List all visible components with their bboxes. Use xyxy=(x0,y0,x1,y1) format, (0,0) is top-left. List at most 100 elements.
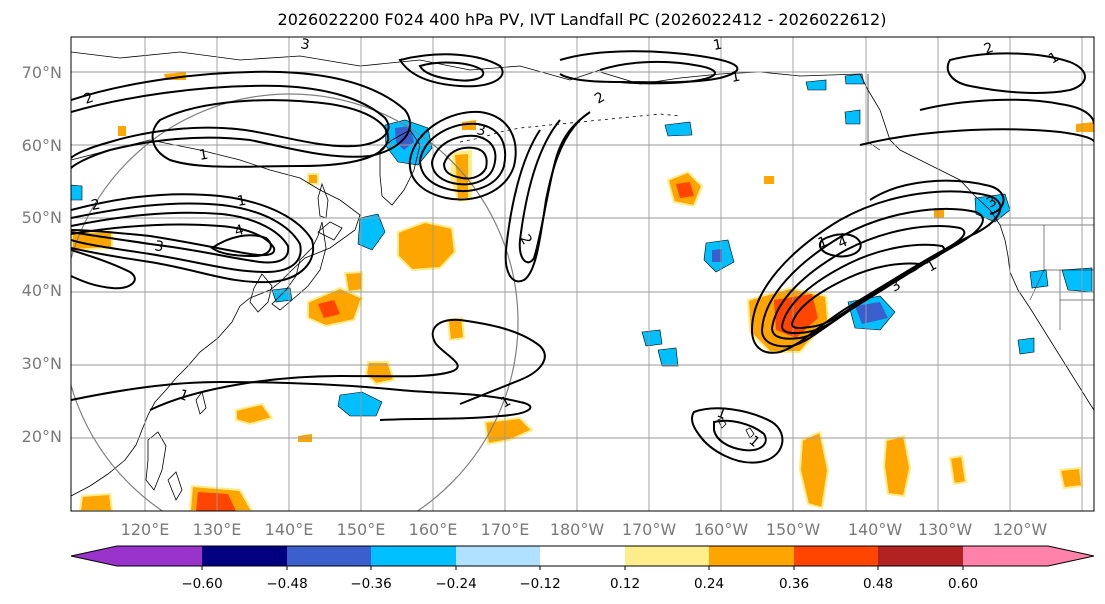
colorbar-segment xyxy=(371,546,456,566)
colorbar-segment xyxy=(625,546,709,566)
contour-label: 4 xyxy=(233,222,246,240)
positive-anomaly xyxy=(1058,466,1084,490)
colorbar-tick-label: −0.48 xyxy=(266,576,307,592)
pv-contour xyxy=(210,234,272,258)
positive-anomaly xyxy=(462,120,476,130)
negative-anomaly xyxy=(641,329,663,347)
lon-label: 140°E xyxy=(265,520,314,539)
pv-contour xyxy=(398,53,504,88)
positive-anomaly xyxy=(343,270,363,294)
coastline-hokkaido xyxy=(317,221,343,241)
lat-label: 70°N xyxy=(22,63,62,82)
colorbar-tick-label: 0.12 xyxy=(610,576,640,592)
positive-anomaly xyxy=(798,430,830,510)
contour-label: 3 xyxy=(153,238,165,255)
colorbar-outline xyxy=(70,545,1095,567)
positive-anomaly xyxy=(235,402,274,426)
coastline-island xyxy=(167,471,183,501)
lat-label: 30°N xyxy=(22,354,62,373)
coastline-north-america xyxy=(999,224,1094,411)
colorbar-tick-label: −0.36 xyxy=(350,576,391,592)
state-lines xyxy=(1029,225,1094,330)
pv-contour xyxy=(818,233,862,258)
positive-anomaly xyxy=(483,416,534,446)
lon-label: 140°W xyxy=(848,520,903,539)
negative-anomaly xyxy=(712,249,722,262)
lon-label: 120°W xyxy=(993,520,1048,539)
positive-anomaly xyxy=(934,208,944,218)
coastline-philippines xyxy=(145,431,167,491)
positive-anomaly xyxy=(196,492,236,511)
latitude-labels: 70°N 60°N 50°N 40°N 30°N 20°N xyxy=(22,63,62,446)
negative-anomaly xyxy=(844,73,865,85)
colorbar-segment xyxy=(794,546,878,566)
pv-contour xyxy=(418,122,507,192)
lon-label: 170°E xyxy=(481,520,530,539)
colorbar-ticks: −0.60 −0.48 −0.36 −0.24 −0.12 0.12 0.24 0.36 0.4… xyxy=(181,566,978,592)
contour-label: 1 xyxy=(730,69,742,86)
colorbar-tick-label: 0.60 xyxy=(948,576,978,592)
coastline-japan xyxy=(271,221,327,311)
coastline-asia xyxy=(71,139,361,497)
positive-anomaly xyxy=(364,361,396,386)
positive-anomaly xyxy=(1076,122,1094,132)
negative-anomaly xyxy=(71,184,83,201)
contour-label: 1 xyxy=(198,147,210,164)
colorbar-tick-label: 0.24 xyxy=(694,576,724,592)
coastline-korea xyxy=(249,273,273,313)
pv-contour xyxy=(71,70,411,169)
coastline-siberia xyxy=(71,51,601,81)
colorbar: −0.60 −0.48 −0.36 −0.24 −0.12 0.12 0.24 0.36 0.4… xyxy=(70,545,1095,592)
positive-anomaly xyxy=(764,176,774,184)
coastline-taiwan xyxy=(195,391,207,415)
colorbar-extend-max xyxy=(1048,546,1094,566)
pv-contour xyxy=(408,110,517,201)
pv-contour xyxy=(599,60,716,85)
pv-contour xyxy=(71,223,276,257)
positive-anomaly xyxy=(455,154,468,198)
positive-anomaly xyxy=(446,316,466,342)
negative-anomaly xyxy=(1017,337,1035,355)
coastline-kamchatka xyxy=(379,129,421,206)
contour-label: 3 xyxy=(475,122,487,139)
negative-anomaly xyxy=(337,391,383,417)
colorbar-segment xyxy=(963,546,1048,566)
colorbar-segment xyxy=(878,546,963,566)
lon-label: 180°W xyxy=(550,520,605,539)
coastline-alaska xyxy=(599,71,1001,226)
figure-title: 2026022200 F024 400 hPa PV, IVT Landfall… xyxy=(278,10,887,29)
positive-anomaly xyxy=(397,220,457,272)
contour-label: 1 xyxy=(236,193,248,210)
pv-contour xyxy=(71,380,532,421)
positive-anomaly xyxy=(318,300,340,318)
lon-label: 160°E xyxy=(409,520,458,539)
pv-contour xyxy=(946,52,1086,94)
positive-anomaly xyxy=(948,454,968,486)
landfall-region-circle xyxy=(71,93,519,511)
pv-contour xyxy=(691,407,784,464)
lon-label: 130°W xyxy=(918,520,973,539)
colorbar-extend-min xyxy=(71,546,117,566)
lat-label: 50°N xyxy=(22,208,62,227)
positive-anomaly xyxy=(882,434,912,498)
pv-contour xyxy=(770,225,966,340)
pv-contour xyxy=(71,202,302,274)
lon-label: 150°W xyxy=(766,520,821,539)
colorbar-segment xyxy=(456,546,540,566)
pv-contour xyxy=(71,249,136,290)
negative-anomaly xyxy=(657,347,679,367)
colorbar-segment xyxy=(287,546,371,566)
positive-anomaly xyxy=(676,182,694,198)
pv-contour xyxy=(859,128,1094,146)
colorbar-tick-label: 0.48 xyxy=(863,576,893,592)
pv-contour xyxy=(418,61,485,82)
pv-contour xyxy=(713,419,767,452)
pv-contour xyxy=(919,98,1094,125)
lat-label: 40°N xyxy=(22,281,62,300)
lon-label: 170°W xyxy=(622,520,677,539)
colorbar-tick-label: −0.12 xyxy=(519,576,560,592)
border-alaska xyxy=(867,74,881,151)
lon-label: 130°E xyxy=(193,520,242,539)
negative-anomaly xyxy=(844,109,861,125)
